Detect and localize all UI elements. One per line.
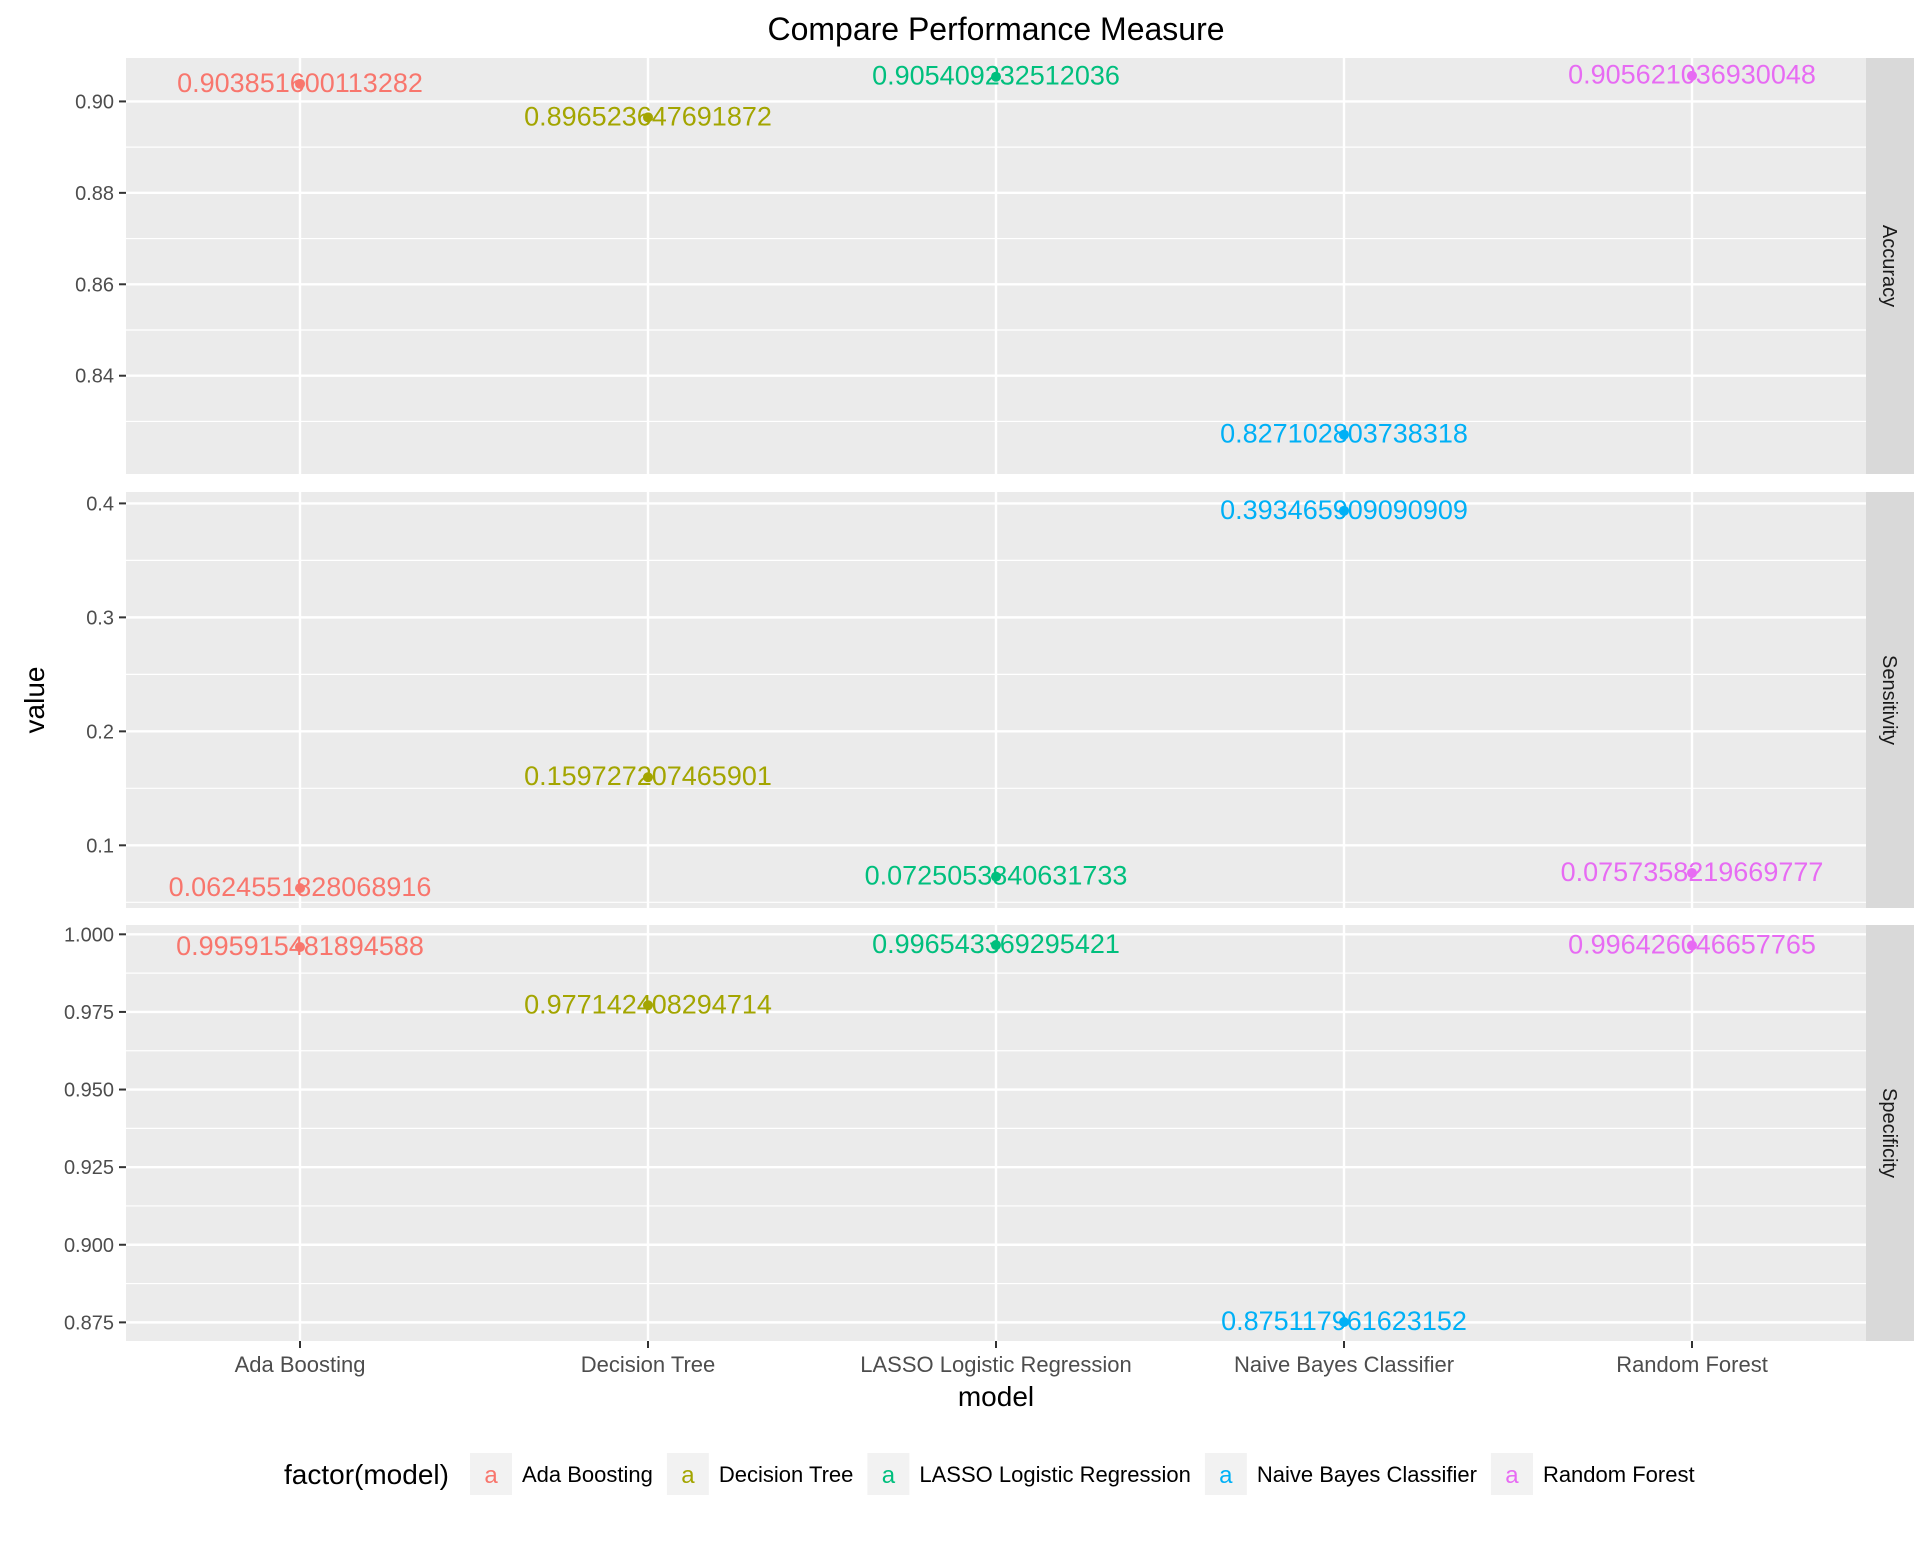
legend-label: LASSO Logistic Regression <box>919 1462 1190 1487</box>
data-point <box>643 772 653 783</box>
chart-title: Compare Performance Measure <box>767 11 1224 47</box>
data-point <box>1687 70 1697 81</box>
legend-key <box>1490 1453 1533 1495</box>
data-point <box>295 941 305 952</box>
legend-item: a Naive Bayes Classifier <box>1204 1453 1477 1495</box>
data-label: 0.903851600113282 <box>177 68 423 98</box>
data-label: 0.995915481894588 <box>176 931 424 961</box>
y-axis-title: value <box>19 667 50 734</box>
data-point <box>1687 867 1697 878</box>
facet-panel-specificity: 0.875 0.900 0.925 0.950 0.975 1.000 Specificit… <box>64 924 1914 1341</box>
legend-key <box>470 1453 512 1495</box>
legend-key <box>867 1453 910 1495</box>
legend-item: a Decision Tree <box>666 1453 854 1495</box>
x-tick-label: Decision Tree <box>581 1352 716 1377</box>
facet-panels: 0.84 0.86 0.88 0.90 Accuracy 0.90385160011328… <box>64 58 1914 1341</box>
x-axis-title: model <box>958 1381 1034 1412</box>
y-tick-label: 0.4 <box>86 493 114 515</box>
data-label: 0.996426046657765 <box>1568 929 1816 959</box>
legend-item: a LASSO Logistic Regression <box>867 1453 1191 1495</box>
legend-key <box>1204 1453 1247 1495</box>
data-point <box>1339 429 1349 440</box>
data-point <box>991 71 1001 82</box>
legend-key-glyph: a <box>484 1462 498 1489</box>
legend-label: Naive Bayes Classifier <box>1257 1462 1477 1487</box>
y-tick-label: 0.1 <box>86 835 114 857</box>
data-point <box>643 1000 653 1011</box>
x-tick-label: Ada Boosting <box>235 1352 366 1377</box>
x-tick-label: LASSO Logistic Regression <box>860 1352 1131 1377</box>
y-tick-label: 0.2 <box>86 721 114 743</box>
facet-strip-label: Accuracy <box>1878 225 1900 307</box>
data-label: 0.393465909090909 <box>1220 495 1468 525</box>
legend-title: factor(model) <box>284 1459 449 1490</box>
legend-key-glyph: a <box>681 1462 695 1489</box>
y-tick-label: 0.900 <box>64 1235 114 1257</box>
facet-strip <box>1866 58 1914 474</box>
facet-strip <box>1866 492 1914 908</box>
legend-item: a Random Forest <box>1490 1453 1695 1495</box>
data-point <box>295 78 305 89</box>
y-tick-label: 0.950 <box>64 1080 114 1102</box>
y-tick-label: 0.86 <box>75 274 114 296</box>
data-point <box>1687 940 1697 951</box>
facet-panel-sensitivity: 0.1 0.2 0.3 0.4 Sensitivity 0.062455182806891… <box>86 492 1914 908</box>
data-label: 0.0757358219669777 <box>1561 857 1824 887</box>
data-label: 0.905409232512036 <box>872 61 1120 91</box>
x-tick-label: Naive Bayes Classifier <box>1234 1352 1454 1377</box>
y-tick-label: 0.90 <box>75 91 114 113</box>
y-tick-label: 0.975 <box>64 1002 114 1024</box>
legend-label: Decision Tree <box>719 1462 854 1487</box>
legend: factor(model) a Ada Boosting a Decision Tree… <box>284 1453 1695 1495</box>
legend-key <box>666 1453 709 1495</box>
data-label: 0.905621036930048 <box>1568 60 1816 90</box>
legend-item: a Ada Boosting <box>470 1453 653 1495</box>
data-point <box>295 883 305 894</box>
data-label: 0.977142408294714 <box>524 989 772 1019</box>
data-point <box>991 871 1001 882</box>
data-label: 0.0624551828068916 <box>169 872 432 902</box>
facet-panel-accuracy: 0.84 0.86 0.88 0.90 Accuracy 0.90385160011328… <box>75 58 1914 474</box>
data-label: 0.996543369295421 <box>872 929 1120 959</box>
facet-strip-label: Specificity <box>1878 1088 1900 1178</box>
legend-key-glyph: a <box>1505 1462 1519 1489</box>
y-tick-label: 1.000 <box>64 924 114 946</box>
data-point <box>991 940 1001 951</box>
data-label: 0.896523647691872 <box>524 101 772 131</box>
y-tick-label: 0.88 <box>75 183 114 205</box>
y-tick-label: 0.84 <box>75 366 114 388</box>
data-label: 0.0725053840631733 <box>865 861 1128 891</box>
legend-key-glyph: a <box>1219 1462 1233 1489</box>
y-tick-label: 0.925 <box>64 1157 114 1179</box>
y-tick-label: 0.875 <box>64 1312 114 1334</box>
data-label: 0.827102803738318 <box>1220 419 1468 449</box>
data-point <box>1339 1317 1349 1328</box>
facet-strip <box>1866 925 1914 1341</box>
x-axis: Ada Boosting Decision Tree LASSO Logistic … <box>235 1341 1768 1377</box>
data-label: 0.159727207465901 <box>524 761 772 791</box>
legend-key-glyph: a <box>882 1462 896 1489</box>
legend-label: Random Forest <box>1543 1462 1695 1487</box>
x-tick-label: Random Forest <box>1616 1352 1768 1377</box>
data-point <box>1339 505 1349 516</box>
y-tick-label: 0.3 <box>86 607 114 629</box>
facet-strip-label: Sensitivity <box>1878 655 1900 745</box>
legend-label: Ada Boosting <box>522 1462 653 1487</box>
data-point <box>643 112 653 123</box>
data-label: 0.875117961623152 <box>1221 1306 1467 1336</box>
